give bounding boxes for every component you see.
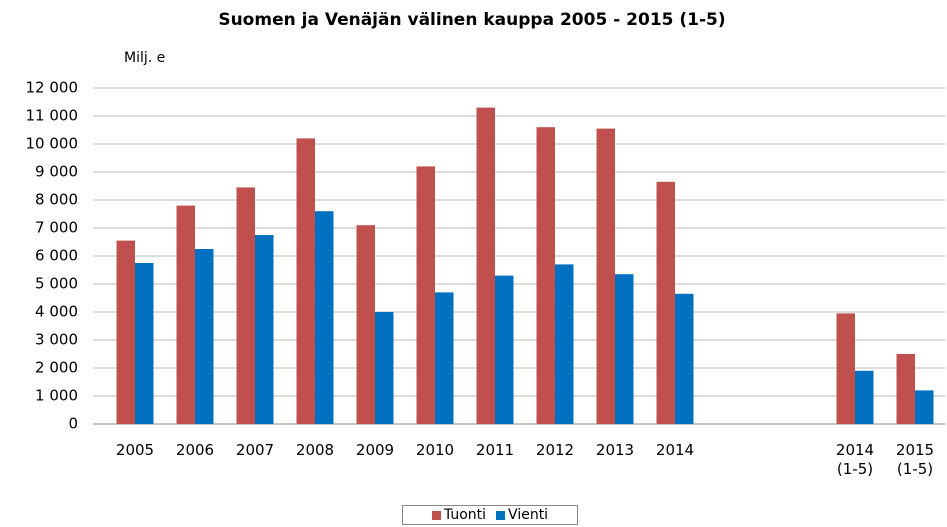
x-tick-label: 2007	[235, 441, 275, 459]
bar	[315, 211, 334, 424]
y-tick-label: 1 000	[35, 387, 78, 405]
bar	[555, 264, 574, 424]
x-tick-label: 2010	[415, 441, 455, 459]
y-tick-label: 5 000	[35, 275, 78, 293]
bar	[915, 390, 934, 424]
bar	[896, 354, 915, 424]
legend-item: Vienti	[496, 507, 548, 523]
y-tick-label: 12 000	[26, 79, 79, 97]
legend: Tuonti Vienti	[402, 505, 578, 525]
legend-item: Tuonti	[431, 507, 487, 523]
x-tick-label: 2009	[355, 441, 395, 459]
y-tick-label: 3 000	[35, 331, 78, 349]
y-tick-label: 11 000	[26, 107, 79, 125]
x-tick-label: 2011	[475, 441, 515, 459]
bar	[236, 187, 255, 424]
legend-swatch	[431, 510, 441, 520]
legend-label: Vienti	[508, 507, 549, 523]
x-tick-label: 2013	[595, 441, 635, 459]
bar	[296, 138, 315, 424]
bar	[855, 370, 874, 424]
x-tick-label: 2008	[295, 441, 335, 459]
bar	[416, 166, 435, 424]
bar	[195, 249, 214, 424]
y-tick-label: 8 000	[35, 191, 78, 209]
x-tick-label: 2005	[115, 441, 155, 459]
bar	[435, 292, 454, 424]
bar	[615, 274, 634, 424]
legend-swatch	[496, 510, 506, 520]
x-tick-label: 2012	[535, 441, 575, 459]
y-tick-label: 6 000	[35, 247, 78, 265]
bar	[836, 313, 855, 424]
x-tick-label: 2006	[175, 441, 215, 459]
y-axis-label: Milj. e	[124, 50, 165, 66]
bar	[255, 235, 274, 424]
bar	[116, 240, 135, 424]
bar	[356, 225, 375, 424]
y-tick-label: 7 000	[35, 219, 78, 237]
bar	[675, 293, 694, 424]
x-tick-label: 2014 (1-5)	[835, 441, 875, 478]
y-tick-label: 2 000	[35, 359, 78, 377]
bar	[176, 205, 195, 424]
bar	[596, 128, 615, 424]
y-tick-label: 10 000	[26, 135, 79, 153]
x-tick-label: 2015 (1-5)	[895, 441, 935, 478]
bar	[495, 275, 514, 424]
y-tick-label: 0	[68, 415, 78, 433]
bar	[476, 107, 495, 424]
x-tick-label: 2014	[655, 441, 695, 459]
y-tick-label: 9 000	[35, 163, 78, 181]
bar	[536, 127, 555, 424]
legend-label: Tuonti	[443, 507, 487, 523]
chart-title: Suomen ja Venäjän välinen kauppa 2005 - …	[218, 10, 725, 30]
y-tick-label: 4 000	[35, 303, 78, 321]
bar	[656, 181, 675, 424]
bar	[135, 263, 154, 424]
bar	[375, 312, 394, 424]
